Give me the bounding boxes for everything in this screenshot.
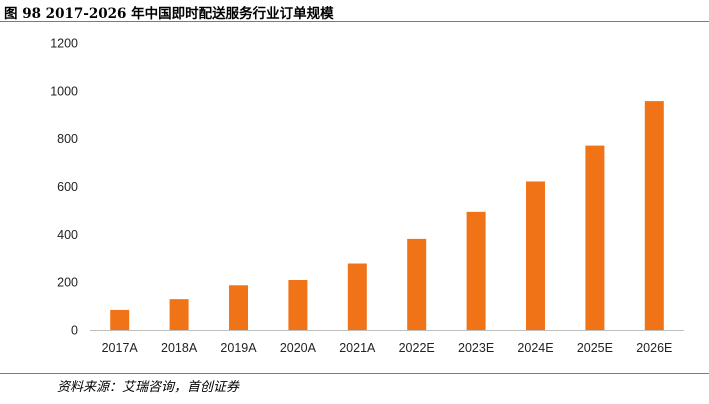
x-tick-label: 2017A	[102, 341, 139, 355]
y-tick-label: 800	[57, 132, 78, 146]
x-tick-label: 2021A	[339, 341, 376, 355]
y-tick-label: 1000	[50, 84, 78, 98]
bar-2024E	[526, 181, 545, 330]
y-tick-label: 600	[57, 180, 78, 194]
bar-2026E	[644, 101, 664, 331]
x-tick-label: 2026E	[636, 341, 672, 355]
title-divider	[0, 21, 709, 22]
y-tick-label: 400	[57, 228, 78, 242]
source-note: 资料来源：艾瑞咨询，首创证券	[57, 380, 240, 395]
bar-2018A	[169, 299, 189, 330]
x-tick-label: 2025E	[577, 341, 613, 355]
bar-chart: 0 200 400 600 800 1000 1200 2017A 2018A 2019A 202…	[50, 37, 684, 355]
x-tick-label: 2019A	[220, 341, 257, 355]
bar-2021A	[347, 263, 367, 330]
x-tick-label: 2023E	[458, 341, 494, 355]
x-tick-label: 2020A	[280, 341, 317, 355]
x-tick-label: 2024E	[517, 341, 553, 355]
bar-2020A	[288, 280, 308, 330]
figure-title: 图 98 2017-2026 年中国即时配送服务行业订单规模	[4, 6, 334, 22]
x-tick-label: 2018A	[161, 341, 198, 355]
bar-2017A	[110, 309, 130, 330]
bar-2023E	[466, 211, 486, 330]
y-axis-tick-labels: 0 200 400 600 800 1000 1200	[50, 37, 78, 338]
bar-series	[110, 101, 664, 331]
bar-2022E	[407, 238, 427, 330]
y-tick-label: 0	[71, 324, 78, 338]
source-divider	[0, 373, 709, 374]
bar-2025E	[585, 145, 605, 330]
x-tick-label: 2022E	[399, 341, 435, 355]
y-tick-label: 1200	[50, 37, 78, 51]
y-tick-label: 200	[57, 276, 78, 290]
bar-2019A	[229, 285, 248, 330]
x-axis-tick-labels: 2017A 2018A 2019A 2020A 2021A 2022E 2023E 2024E…	[102, 341, 673, 355]
